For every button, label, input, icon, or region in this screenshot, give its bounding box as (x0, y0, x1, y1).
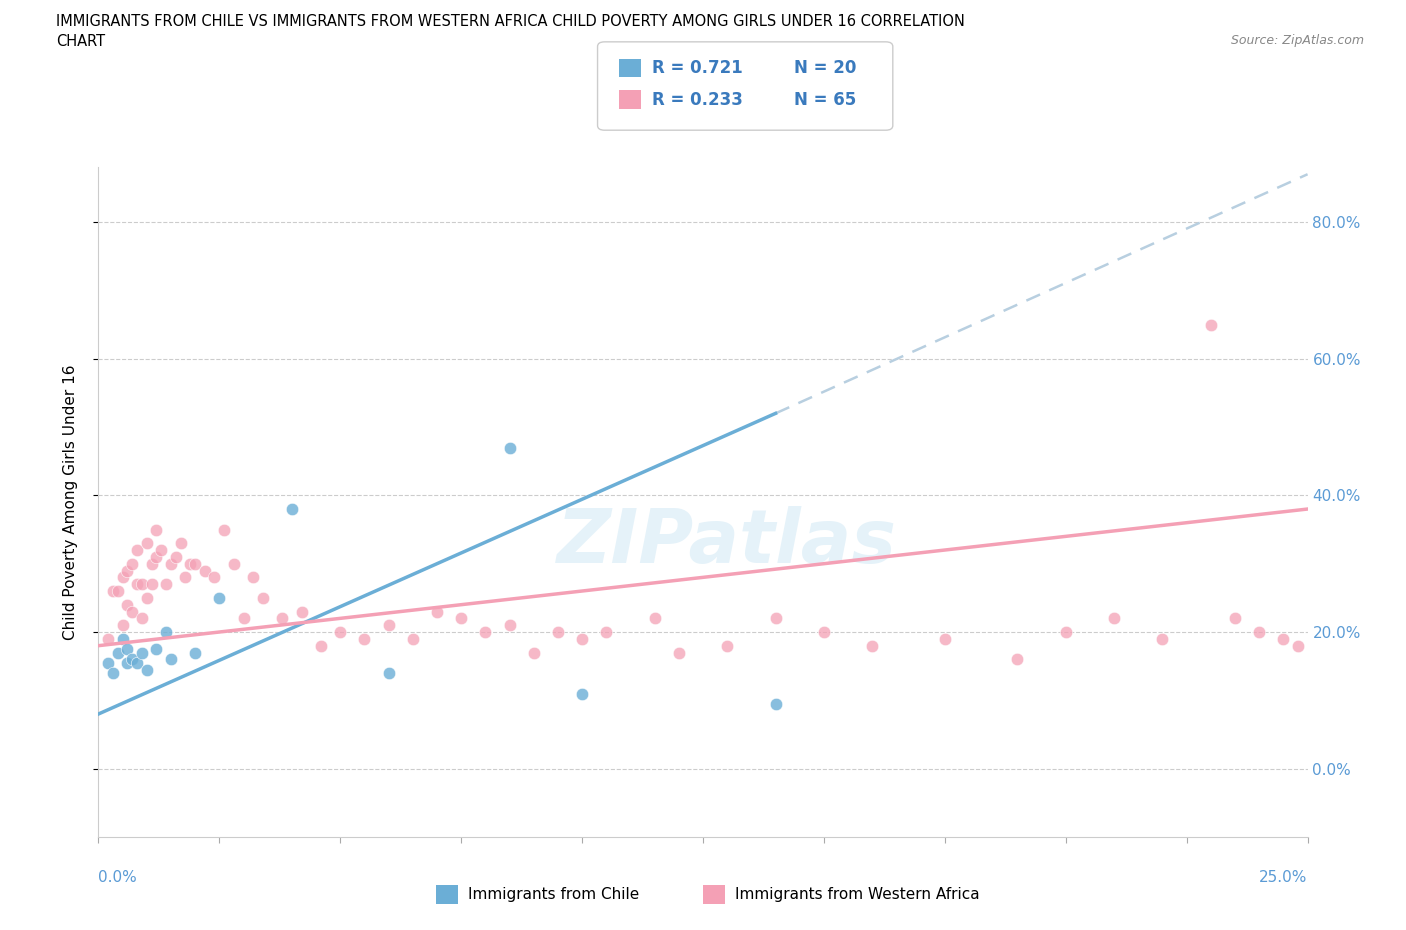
Point (290, 604, 312, 619)
Point (141, 556, 163, 571)
Point (281, 501, 304, 516)
Text: Immigrants from Western Africa: Immigrants from Western Africa (735, 887, 980, 902)
Point (131, 611, 153, 626)
Point (208, 591, 231, 605)
Point (716, 638, 738, 653)
Point (150, 542, 173, 557)
Point (1007, 652, 1029, 667)
Point (131, 645, 153, 660)
Point (498, 440, 520, 455)
Text: 25.0%: 25.0% (1260, 870, 1308, 884)
Point (97, 631, 120, 646)
Point (523, 645, 546, 660)
Point (426, 604, 449, 619)
Point (145, 642, 167, 657)
Point (135, 662, 157, 677)
Point (121, 556, 143, 571)
Point (813, 625, 835, 640)
Point (174, 570, 197, 585)
Point (117, 597, 139, 612)
Point (121, 604, 143, 619)
Point (111, 631, 134, 646)
Text: Source: ZipAtlas.com: Source: ZipAtlas.com (1230, 34, 1364, 47)
Text: Immigrants from Chile: Immigrants from Chile (468, 887, 640, 902)
Point (644, 611, 666, 626)
Point (194, 563, 217, 578)
Text: R = 0.721: R = 0.721 (652, 59, 744, 77)
Point (571, 686, 593, 701)
Point (111, 570, 134, 585)
Point (131, 577, 153, 591)
Point (242, 570, 264, 585)
Point (571, 631, 593, 646)
Point (860, 638, 883, 653)
Point (271, 611, 294, 626)
Point (145, 522, 167, 537)
Point (111, 618, 134, 632)
Text: CHART: CHART (56, 34, 105, 49)
Point (184, 645, 207, 660)
Point (107, 584, 129, 599)
Point (1223, 611, 1246, 626)
Text: N = 65: N = 65 (794, 90, 856, 109)
Point (117, 642, 139, 657)
Point (1249, 625, 1271, 640)
Point (101, 666, 124, 681)
Point (232, 611, 254, 626)
Point (145, 550, 167, 565)
Point (141, 577, 163, 591)
Point (329, 625, 352, 640)
Point (212, 522, 235, 537)
Point (450, 611, 472, 626)
Point (160, 652, 183, 667)
Text: ZIPatlas: ZIPatlas (557, 506, 897, 578)
Point (1199, 317, 1222, 332)
Point (474, 625, 496, 640)
Point (184, 556, 207, 571)
Point (165, 550, 187, 565)
Text: 0.0%: 0.0% (98, 870, 138, 884)
Point (97, 656, 120, 671)
Point (117, 656, 139, 671)
Text: IMMIGRANTS FROM CHILE VS IMMIGRANTS FROM WESTERN AFRICA CHILD POVERTY AMONG GIRL: IMMIGRANTS FROM CHILE VS IMMIGRANTS FROM… (56, 14, 965, 29)
Point (1272, 631, 1295, 646)
Point (135, 591, 157, 605)
Point (117, 563, 139, 578)
Point (353, 631, 375, 646)
Point (222, 556, 245, 571)
Point (1152, 631, 1174, 646)
Point (127, 656, 149, 671)
Point (547, 625, 569, 640)
Point (1054, 625, 1077, 640)
Point (155, 625, 177, 640)
Point (309, 638, 332, 653)
Y-axis label: Child Poverty Among Girls Under 16: Child Poverty Among Girls Under 16 (63, 365, 77, 640)
Point (1286, 638, 1309, 653)
Point (498, 618, 520, 632)
Point (169, 536, 191, 551)
Point (765, 697, 787, 711)
Point (934, 631, 956, 646)
Text: N = 20: N = 20 (794, 59, 856, 77)
Point (101, 584, 124, 599)
Point (377, 666, 399, 681)
Point (204, 570, 226, 585)
Text: R = 0.233: R = 0.233 (652, 90, 744, 109)
Point (179, 556, 201, 571)
Point (160, 556, 183, 571)
Point (127, 577, 149, 591)
Point (595, 625, 617, 640)
Point (668, 645, 690, 660)
Point (402, 631, 425, 646)
Point (155, 577, 177, 591)
Point (135, 536, 157, 551)
Point (107, 645, 129, 660)
Point (765, 611, 787, 626)
Point (1102, 611, 1125, 626)
Point (121, 652, 143, 667)
Point (127, 542, 149, 557)
Point (377, 618, 399, 632)
Point (252, 591, 274, 605)
